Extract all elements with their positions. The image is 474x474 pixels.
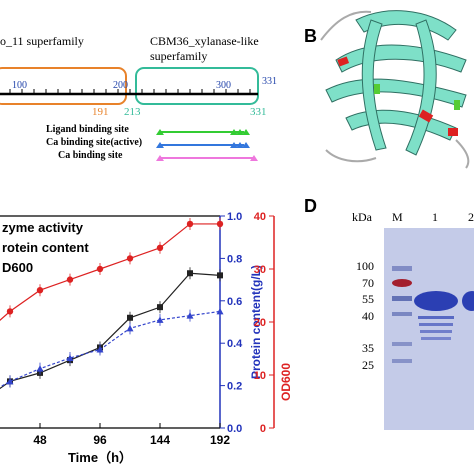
- domain-map-graphic: [0, 67, 259, 161]
- data-point: [187, 270, 193, 277]
- ligand-site-track: [156, 129, 250, 135]
- gel-image: [384, 228, 474, 430]
- x-tick-label: 48: [33, 433, 47, 447]
- gel-lane-label-1: 1: [432, 210, 438, 224]
- domain-map-panel: o_11 superfamily CBM36_xylanase-like sup…: [0, 0, 290, 170]
- family1-label: o_11 superfamily: [0, 34, 84, 48]
- data-point: [127, 314, 133, 321]
- data-point: [186, 312, 194, 319]
- y3-axis-title: OD600: [279, 363, 293, 401]
- ca-site-track: [156, 155, 258, 161]
- data-point: [216, 220, 224, 228]
- tick-100-label: 100: [12, 80, 27, 91]
- gel-lane-label-2: 2: [468, 210, 474, 224]
- panel-letter-b: B: [304, 26, 317, 46]
- data-point: [96, 265, 104, 273]
- gel-marker-40: 40: [362, 309, 374, 323]
- x-tick-label: 144: [150, 433, 170, 447]
- legend-entry: zyme activity: [2, 220, 84, 235]
- data-point: [126, 324, 134, 332]
- series-line: [0, 310, 221, 388]
- series-line: [0, 272, 221, 390]
- gel-marker-35: 35: [362, 341, 374, 355]
- growth-chart: 48 96 144 192 Time（h） 0.0 0.2 0.4 0.6 0.8 1.0 Prote…: [0, 211, 293, 465]
- y3-tick-label: 40: [254, 211, 266, 223]
- tick-300-label: 300: [216, 80, 231, 91]
- y2-tick-label: 0.2: [227, 381, 242, 393]
- data-point: [6, 308, 14, 315]
- data-point: [126, 255, 134, 262]
- y3-tick-label: 10: [254, 370, 266, 382]
- y2-tick-label: 0.6: [227, 296, 242, 308]
- data-point: [217, 272, 223, 279]
- y2-tick-label: 0.8: [227, 253, 242, 265]
- protein-structure-image: [320, 10, 470, 169]
- x-axis-title: Time（h）: [68, 450, 132, 465]
- legend-entry: rotein content: [2, 240, 89, 255]
- data-point: [186, 220, 194, 228]
- gel-marker-70: 70: [362, 276, 374, 290]
- data-point: [6, 377, 14, 385]
- y3-tick-label: 0: [260, 423, 266, 435]
- sample-lane-2: [462, 291, 474, 311]
- gel-lane-label-marker: M: [392, 210, 403, 224]
- legend-entry: D600: [2, 260, 33, 275]
- data-point: [36, 365, 44, 372]
- y2-tick-label: 0.4: [227, 338, 243, 350]
- pos-191-label: 191: [92, 106, 109, 118]
- site-label-ligand: Ligand binding site: [46, 124, 129, 135]
- x-tick-label: 96: [93, 433, 107, 447]
- gel-marker-55: 55: [362, 292, 374, 306]
- data-point: [96, 346, 104, 353]
- data-point: [66, 354, 74, 362]
- data-point: [156, 316, 164, 323]
- family1-box: [0, 67, 127, 105]
- y2-axis-title: Protein content(g/L): [249, 265, 263, 379]
- family2-label: CBM36_xylanase-like superfamily: [150, 34, 259, 63]
- gel-marker-25: 25: [362, 358, 374, 372]
- pos-331-bottom-label: 331: [250, 106, 267, 118]
- tick-200-label: 200: [113, 80, 128, 91]
- y2-tick-label: 0.0: [227, 423, 242, 435]
- x-tick-label: 192: [210, 433, 230, 447]
- panel-letter-d: D: [304, 196, 317, 216]
- data-point: [216, 307, 224, 315]
- gel-marker-100: 100: [356, 259, 374, 273]
- tick-331-top-label: 331: [262, 76, 277, 87]
- data-point: [36, 287, 44, 294]
- gel-kda-label: kDa: [352, 210, 372, 224]
- y2-tick-label: 1.0: [227, 211, 242, 223]
- data-point: [156, 244, 164, 251]
- y3-tick-label: 20: [254, 317, 266, 329]
- y3-tick-label: 30: [254, 264, 266, 276]
- ca-active-site-track: [156, 142, 250, 148]
- data-point: [66, 276, 74, 283]
- site-label-ca-active: Ca binding site(active): [46, 137, 143, 148]
- data-point: [157, 304, 163, 311]
- marker-lane: [392, 266, 412, 363]
- family2-box: [135, 67, 259, 105]
- ruler-ticks: [9, 89, 251, 94]
- sample-lane-1: [414, 291, 458, 340]
- pos-213-label: 213: [124, 106, 141, 118]
- site-label-ca: Ca binding site: [58, 150, 123, 161]
